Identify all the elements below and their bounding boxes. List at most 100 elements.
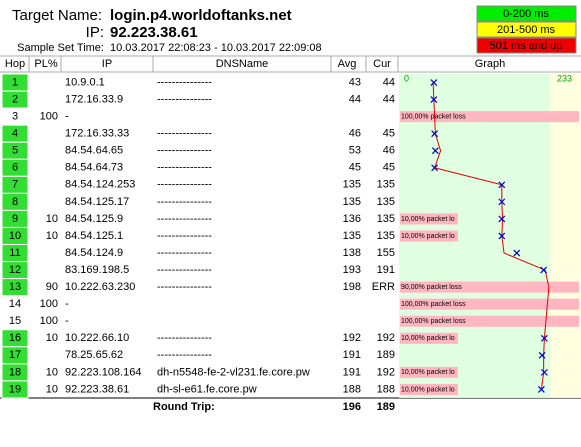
round-trip-avg: 196: [343, 401, 361, 413]
ip: 10.9.0.1: [65, 76, 105, 88]
dns-name: ---------------: [157, 128, 212, 140]
avg: 43: [349, 76, 361, 88]
avg: 198: [343, 281, 361, 293]
loss-bar: [400, 213, 458, 225]
hop: 12: [9, 264, 21, 276]
hop: 16: [9, 332, 21, 344]
loss-label: 10,00% packet lo: [401, 369, 455, 376]
packet-loss-pct: 10: [46, 366, 58, 378]
hop: 19: [9, 383, 21, 395]
avg: 136: [343, 213, 361, 225]
cur-marker: [540, 334, 548, 342]
cur: 189: [377, 349, 395, 361]
dns-name: ---------------: [157, 76, 212, 88]
target-ip: 92.223.38.61: [110, 24, 198, 41]
loss-label: 100,00% packet loss: [401, 113, 466, 120]
round-trip-label: Round Trip:: [153, 401, 215, 413]
ip: 172.16.33.33: [65, 128, 129, 140]
sample-time: 10.03.2017 22:08:23 - 10.03.2017 22:09:0…: [110, 42, 322, 54]
legend-box: [476, 37, 577, 54]
ip: 84.54.64.73: [65, 162, 123, 174]
dns-name: ---------------: [157, 247, 212, 259]
ip: 78.25.65.62: [65, 349, 123, 361]
graph-min: 0: [404, 73, 409, 83]
cur-marker: [498, 181, 506, 189]
cur: 135: [377, 179, 395, 191]
column-header: Avg: [338, 58, 357, 70]
ip: -: [65, 315, 69, 327]
hop: 8: [12, 196, 18, 208]
loss-bar: [400, 383, 458, 395]
hop-cell: [1, 380, 29, 399]
avg: 45: [349, 162, 361, 174]
loss-bar: [400, 332, 458, 344]
packet-loss-pct: 10: [46, 332, 58, 344]
hop: 15: [9, 315, 21, 327]
time-label: Sample Set Time:: [17, 42, 104, 54]
hop: 5: [12, 145, 18, 157]
cur: 192: [377, 366, 395, 378]
packet-loss-pct: 100: [40, 298, 58, 310]
dns-name: ---------------: [157, 196, 212, 208]
dns-name: ---------------: [157, 93, 212, 105]
column-header: PL%: [34, 58, 57, 70]
hop: 17: [9, 349, 21, 361]
cur: 45: [383, 128, 395, 140]
loss-label: 10,00% packet lo: [401, 386, 455, 393]
cur: 192: [377, 332, 395, 344]
dns-name: ---------------: [157, 349, 212, 361]
loss-bar: [400, 281, 579, 293]
ip: 84.54.124.9: [65, 247, 123, 259]
avg-line: [432, 82, 550, 390]
ip: 10.222.63.230: [65, 281, 135, 293]
avg: 44: [349, 93, 361, 105]
loss-bar: [400, 230, 458, 242]
dns-name: ---------------: [157, 145, 212, 157]
avg: 191: [343, 349, 361, 361]
graph-max: 233: [557, 73, 572, 83]
hop: 18: [9, 366, 21, 378]
dns-name: dh-n5548-fe-2-vl231.fe.core.pw: [157, 366, 310, 378]
loss-label: 100,00% packet loss: [401, 301, 466, 308]
cur: 135: [377, 196, 395, 208]
ip-label: IP:: [86, 24, 104, 41]
loss-label: 10,00% packet lo: [401, 216, 455, 223]
avg: 192: [343, 332, 361, 344]
avg: 135: [343, 230, 361, 242]
cur: 44: [383, 76, 395, 88]
dns-name: ---------------: [157, 230, 212, 242]
ip: 10.222.66.10: [65, 332, 129, 344]
column-header: IP: [102, 58, 112, 70]
legend-box: [476, 5, 577, 22]
ip: 84.54.125.17: [65, 196, 129, 208]
legend-label: 201-500 ms: [497, 24, 556, 36]
cur-marker: [430, 79, 438, 86]
hop: 2: [12, 93, 18, 105]
cur-marker: [431, 164, 439, 172]
ip: 92.223.108.164: [65, 366, 141, 378]
loss-label: 100,00% packet loss: [401, 318, 466, 325]
column-header: Cur: [373, 58, 391, 70]
dns-name: ---------------: [157, 162, 212, 174]
ip: 172.16.33.9: [65, 93, 123, 105]
cur: 191: [377, 264, 395, 276]
ip: -: [65, 298, 69, 310]
packet-loss-pct: 90: [46, 281, 58, 293]
hop: 1: [12, 76, 18, 88]
cur: 46: [383, 145, 395, 157]
avg: 138: [343, 247, 361, 259]
ip: 84.54.125.9: [65, 213, 123, 225]
ip: 84.54.125.1: [65, 230, 123, 242]
target-name: login.p4.worldoftanks.net: [110, 7, 292, 24]
graph-zone: [550, 74, 581, 398]
cur-marker: [538, 351, 546, 359]
dns-name: ---------------: [157, 213, 212, 225]
avg: 193: [343, 264, 361, 276]
legend-box: [476, 21, 577, 38]
ip: 84.54.64.65: [65, 145, 123, 157]
loss-bar: [400, 366, 458, 378]
hop: 14: [9, 298, 21, 310]
column-header: Hop: [5, 58, 25, 70]
